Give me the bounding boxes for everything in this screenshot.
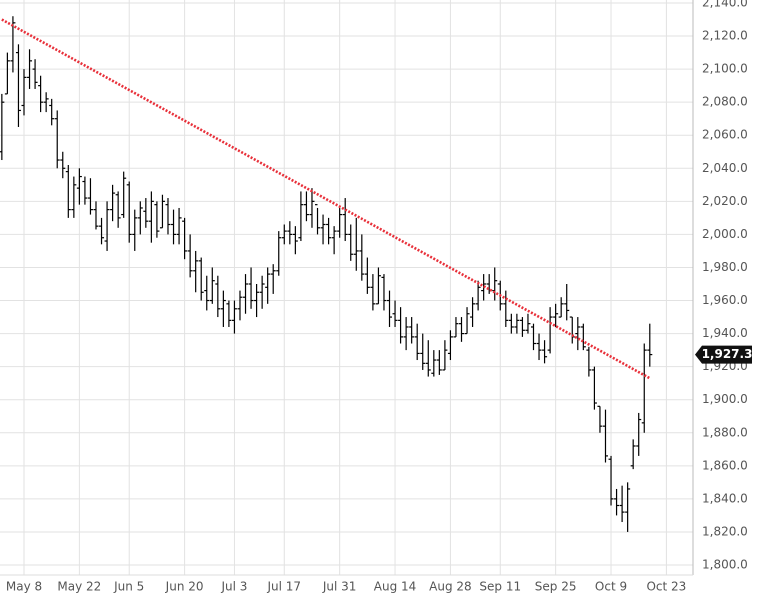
marks [0,16,653,532]
y-tick-label: 2,120.0 [702,29,748,43]
y-tick-label: 1,880.0 [702,425,748,439]
y-tick-label: 1,840.0 [702,491,748,505]
x-tick-label: May 8 [6,580,42,594]
y-tick-label: 1,960.0 [702,293,748,307]
x-tick-label: Aug 28 [429,580,472,594]
x-tick-label: Jun 5 [113,580,144,594]
x-tick-label: May 22 [57,580,101,594]
trendline [1,18,651,380]
x-tick-label: Jun 20 [165,580,204,594]
last-price-box [695,345,752,364]
y-tick-label: 1,980.0 [702,260,748,274]
y-tick-label: 1,800.0 [702,558,748,572]
y-tick-label: 2,060.0 [702,128,748,142]
y-tick-label: 2,080.0 [702,95,748,109]
x-tick-label: Oct 23 [646,580,686,594]
x-tick-label: Oct 9 [595,580,627,594]
x-tick-label: Jul 3 [220,580,247,594]
x-tick-label: Sep 11 [479,580,521,594]
y-tick-label: 2,020.0 [702,194,748,208]
y-tick-label: 2,000.0 [702,227,748,241]
x-tick-label: Aug 14 [374,580,417,594]
y-tick-label: 2,040.0 [702,161,748,175]
y-tick-label: 1,900.0 [702,392,748,406]
y-tick-label: 1,940.0 [702,326,748,340]
x-tick-label: Sep 25 [535,580,577,594]
y-tick-label: 2,140.0 [702,0,748,10]
y-tick-label: 1,860.0 [702,458,748,472]
y-tick-label: 2,100.0 [702,62,748,76]
last-price-label: 1,927.3 [702,347,753,361]
y-tick-label: 1,820.0 [702,524,748,538]
x-tick-label: Jul 17 [267,580,302,594]
x-tick-label: Jul 31 [322,580,357,594]
